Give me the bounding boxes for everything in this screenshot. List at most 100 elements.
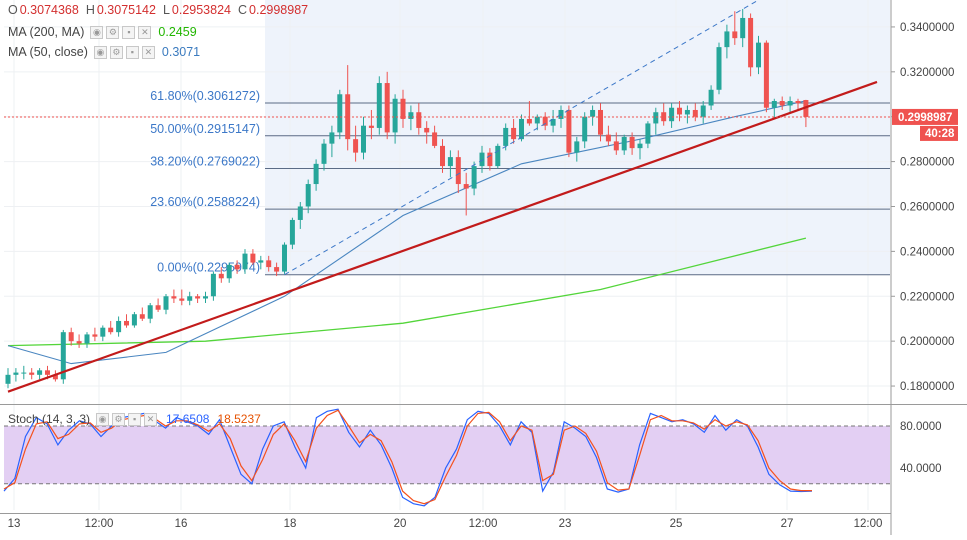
candle-body [345, 94, 351, 140]
close-icon[interactable]: ✕ [138, 25, 152, 39]
candle-body [740, 17, 746, 39]
close-key: C [238, 3, 248, 17]
gear-icon[interactable]: ⚙ [112, 412, 126, 426]
candle-body [440, 145, 445, 167]
candle-body [282, 244, 287, 272]
eye-icon[interactable]: ◉ [96, 412, 110, 426]
fib-level-label: 23.60%(0.2588224) [150, 195, 260, 209]
candle-body [424, 127, 430, 133]
gear-icon[interactable]: ⚙ [109, 45, 123, 59]
candle-body [629, 136, 635, 149]
candle-body [605, 134, 611, 142]
ma50-title: MA (50, close) [8, 45, 88, 59]
candle-body [163, 296, 169, 310]
candle-body [155, 305, 161, 310]
ohlc-legend: O 0.3074368 H 0.3075142 L 0.2953824 C 0.… [8, 3, 315, 17]
candle-body [795, 101, 801, 104]
candle-body [479, 152, 485, 167]
close-icon[interactable]: ✕ [144, 412, 158, 426]
candle-body [432, 132, 438, 146]
low-value: 0.2953824 [171, 3, 231, 17]
fib-region [265, 0, 890, 275]
ma200-legend[interactable]: MA (200, MA) ◉ ⚙ ▪ ✕ 0.2459 [8, 25, 197, 39]
price-tick-label: 0.2600000 [900, 201, 954, 213]
candle-body [534, 116, 540, 124]
stoch-legend[interactable]: Stoch (14, 3, 3) ◉ ⚙ ▪ ✕ 17.6508 18.5237 [8, 412, 261, 426]
candle-body [45, 370, 50, 375]
candle-body [368, 125, 374, 128]
candle-body [108, 327, 114, 333]
candle-body [732, 31, 738, 39]
candle-body [100, 327, 106, 337]
eye-icon[interactable]: ◉ [90, 25, 104, 39]
candle-body [266, 260, 272, 268]
open-value: 0.3074368 [19, 3, 79, 17]
candle-body [748, 17, 754, 68]
more-icon[interactable]: ▪ [122, 25, 136, 39]
price-tick-label: 0.1800000 [900, 381, 954, 393]
candle-body [76, 341, 82, 344]
candle-body [60, 332, 66, 380]
more-icon[interactable]: ▪ [128, 412, 142, 426]
time-tick-label: 23 [559, 518, 572, 530]
candle-body [29, 372, 35, 375]
open-key: O [8, 3, 18, 17]
candle-body [68, 332, 74, 342]
time-tick-label: 20 [394, 518, 407, 530]
candle-body [716, 47, 722, 90]
candle-body [669, 107, 675, 122]
candle-body [329, 132, 335, 144]
candle-body [692, 109, 698, 117]
close-icon[interactable]: ✕ [141, 45, 155, 59]
candle-body [392, 98, 398, 133]
countdown-badge [920, 125, 958, 141]
high-value: 0.3075142 [96, 3, 156, 17]
candle-body [226, 264, 232, 279]
candle-body [566, 109, 572, 153]
candle-body [250, 253, 256, 263]
candle-body [258, 260, 264, 263]
candle-body [684, 109, 690, 115]
candle-body [574, 141, 580, 153]
price-tick-label: 0.2000000 [900, 336, 954, 348]
candle-body [621, 136, 627, 151]
price-tick-label: 0.2800000 [900, 157, 954, 169]
candle-body [598, 109, 603, 135]
more-icon[interactable]: ▪ [125, 45, 139, 59]
countdown-label: 40:28 [925, 128, 955, 140]
gear-icon[interactable]: ⚙ [106, 25, 120, 39]
candle-body [613, 141, 619, 151]
time-tick-label: 25 [670, 518, 683, 530]
candle-body [708, 89, 714, 106]
candle-body [289, 219, 295, 245]
candle-body [313, 163, 319, 185]
candle-body [92, 334, 98, 337]
ma50-value: 0.3071 [161, 45, 201, 59]
candle-body [171, 296, 177, 299]
candle-body [234, 264, 240, 270]
candle-body [519, 118, 524, 140]
low-key: L [162, 3, 170, 17]
candle-body [179, 298, 185, 301]
candle-body [242, 253, 248, 270]
fib-level-label: 61.80%(0.3061272) [150, 89, 260, 103]
ma200-line [7, 237, 807, 347]
ma50-legend[interactable]: MA (50, close) ◉ ⚙ ▪ ✕ 0.3071 [8, 45, 200, 59]
ma200-value: 0.2459 [158, 25, 197, 39]
candle-body [408, 112, 414, 119]
candle-body [203, 296, 208, 299]
price-tick-label: 0.3400000 [900, 22, 954, 34]
candle-body [471, 166, 477, 189]
fib-trend-dashed-line [284, 0, 759, 276]
time-tick-label: 13 [8, 518, 21, 530]
candle-body [590, 109, 596, 117]
candle-body [724, 31, 730, 48]
candle-body [645, 123, 651, 144]
candle-body [511, 127, 517, 140]
candle-body [297, 206, 303, 220]
candle-body [779, 101, 785, 106]
candle-body [384, 83, 390, 133]
eye-icon[interactable]: ◉ [93, 45, 107, 59]
